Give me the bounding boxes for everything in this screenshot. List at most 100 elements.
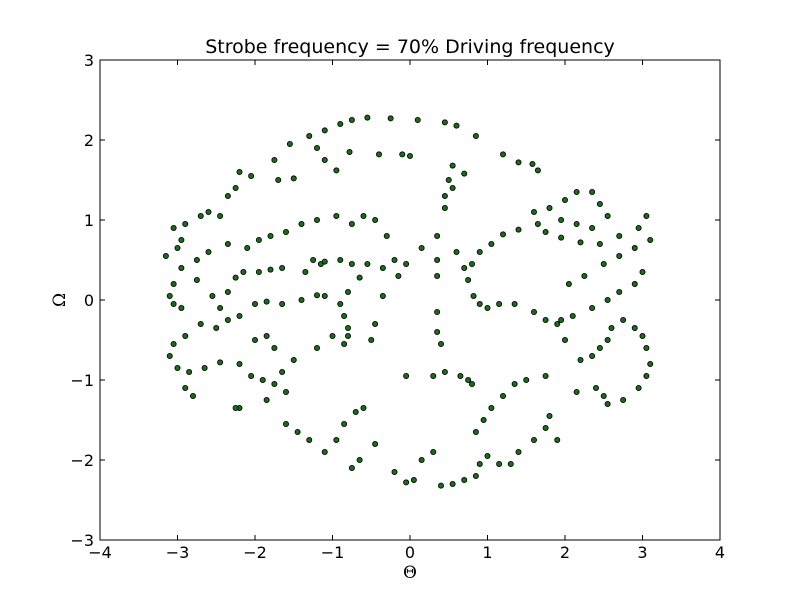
data-point: [205, 208, 212, 215]
data-point: [294, 428, 301, 435]
data-point: [596, 344, 603, 351]
data-point: [321, 127, 328, 134]
data-point: [511, 380, 518, 387]
data-point: [616, 252, 623, 259]
data-point: [546, 412, 553, 419]
data-point: [298, 296, 305, 303]
data-point: [647, 236, 654, 243]
data-point: [604, 296, 611, 303]
data-point: [643, 212, 650, 219]
data-point: [399, 151, 406, 158]
data-point: [337, 300, 344, 307]
data-point: [581, 272, 588, 279]
data-point: [364, 260, 371, 267]
data-point: [465, 276, 472, 283]
data-point: [360, 212, 367, 219]
data-point: [170, 280, 177, 287]
data-point: [379, 264, 386, 271]
data-point: [589, 352, 596, 359]
y-tick-label: −2: [70, 451, 94, 470]
data-point: [174, 364, 181, 371]
data-point: [267, 232, 274, 239]
data-point: [476, 460, 483, 467]
data-point: [313, 292, 320, 299]
data-point: [631, 324, 638, 331]
data-point: [596, 240, 603, 247]
data-point: [375, 151, 382, 158]
data-point: [279, 368, 286, 375]
data-point: [515, 226, 522, 233]
data-point: [441, 368, 448, 375]
data-point: [593, 384, 600, 391]
data-point: [232, 184, 239, 191]
data-point: [348, 260, 355, 267]
data-point: [589, 224, 596, 231]
data-point: [643, 372, 650, 379]
data-point: [244, 244, 251, 251]
data-point: [472, 428, 479, 435]
data-point: [403, 479, 410, 486]
data-point: [600, 392, 607, 399]
data-point: [182, 332, 189, 339]
data-point: [383, 232, 390, 239]
data-point: [468, 260, 475, 267]
data-point: [321, 292, 328, 299]
data-point: [263, 298, 270, 305]
data-point: [558, 216, 565, 223]
data-point: [217, 359, 224, 366]
data-point: [348, 220, 355, 227]
data-point: [341, 312, 348, 319]
data-point: [534, 167, 541, 174]
data-point: [290, 356, 297, 363]
data-point: [178, 264, 185, 271]
y-tick-label: −1: [70, 371, 94, 390]
data-point: [499, 392, 506, 399]
data-point: [174, 244, 181, 251]
data-point: [562, 336, 569, 343]
data-point: [337, 121, 344, 128]
data-point: [290, 175, 297, 182]
data-point: [391, 256, 398, 263]
data-point: [178, 304, 185, 311]
data-point: [193, 276, 200, 283]
data-point: [507, 460, 514, 467]
data-point: [496, 300, 503, 307]
data-point: [620, 316, 627, 323]
data-point: [263, 332, 270, 339]
data-point: [600, 260, 607, 267]
data-point: [248, 172, 255, 179]
data-point: [313, 344, 320, 351]
data-point: [255, 268, 262, 275]
data-point: [604, 212, 611, 219]
data-point: [372, 216, 379, 223]
data-point: [240, 268, 247, 275]
data-point: [523, 376, 530, 383]
data-point: [441, 192, 448, 199]
data-point: [635, 384, 642, 391]
data-point: [441, 119, 448, 126]
data-point: [531, 308, 538, 315]
data-point: [484, 304, 491, 311]
data-point: [346, 148, 353, 155]
data-point: [236, 360, 243, 367]
data-point: [472, 472, 479, 479]
data-point: [333, 436, 340, 443]
data-point: [197, 320, 204, 327]
data-point: [620, 396, 627, 403]
data-point: [360, 404, 367, 411]
data-point: [577, 356, 584, 363]
data-point: [558, 234, 565, 241]
data-point: [470, 292, 477, 299]
data-point: [403, 372, 410, 379]
data-point: [271, 380, 278, 387]
data-point: [554, 436, 561, 443]
data-point: [333, 167, 340, 174]
x-tick-label: 4: [715, 543, 725, 562]
y-tick-label: −3: [70, 531, 94, 550]
data-point: [209, 292, 216, 299]
data-point: [414, 117, 421, 124]
data-point: [286, 140, 293, 147]
data-point: [465, 376, 472, 383]
data-point: [631, 244, 638, 251]
